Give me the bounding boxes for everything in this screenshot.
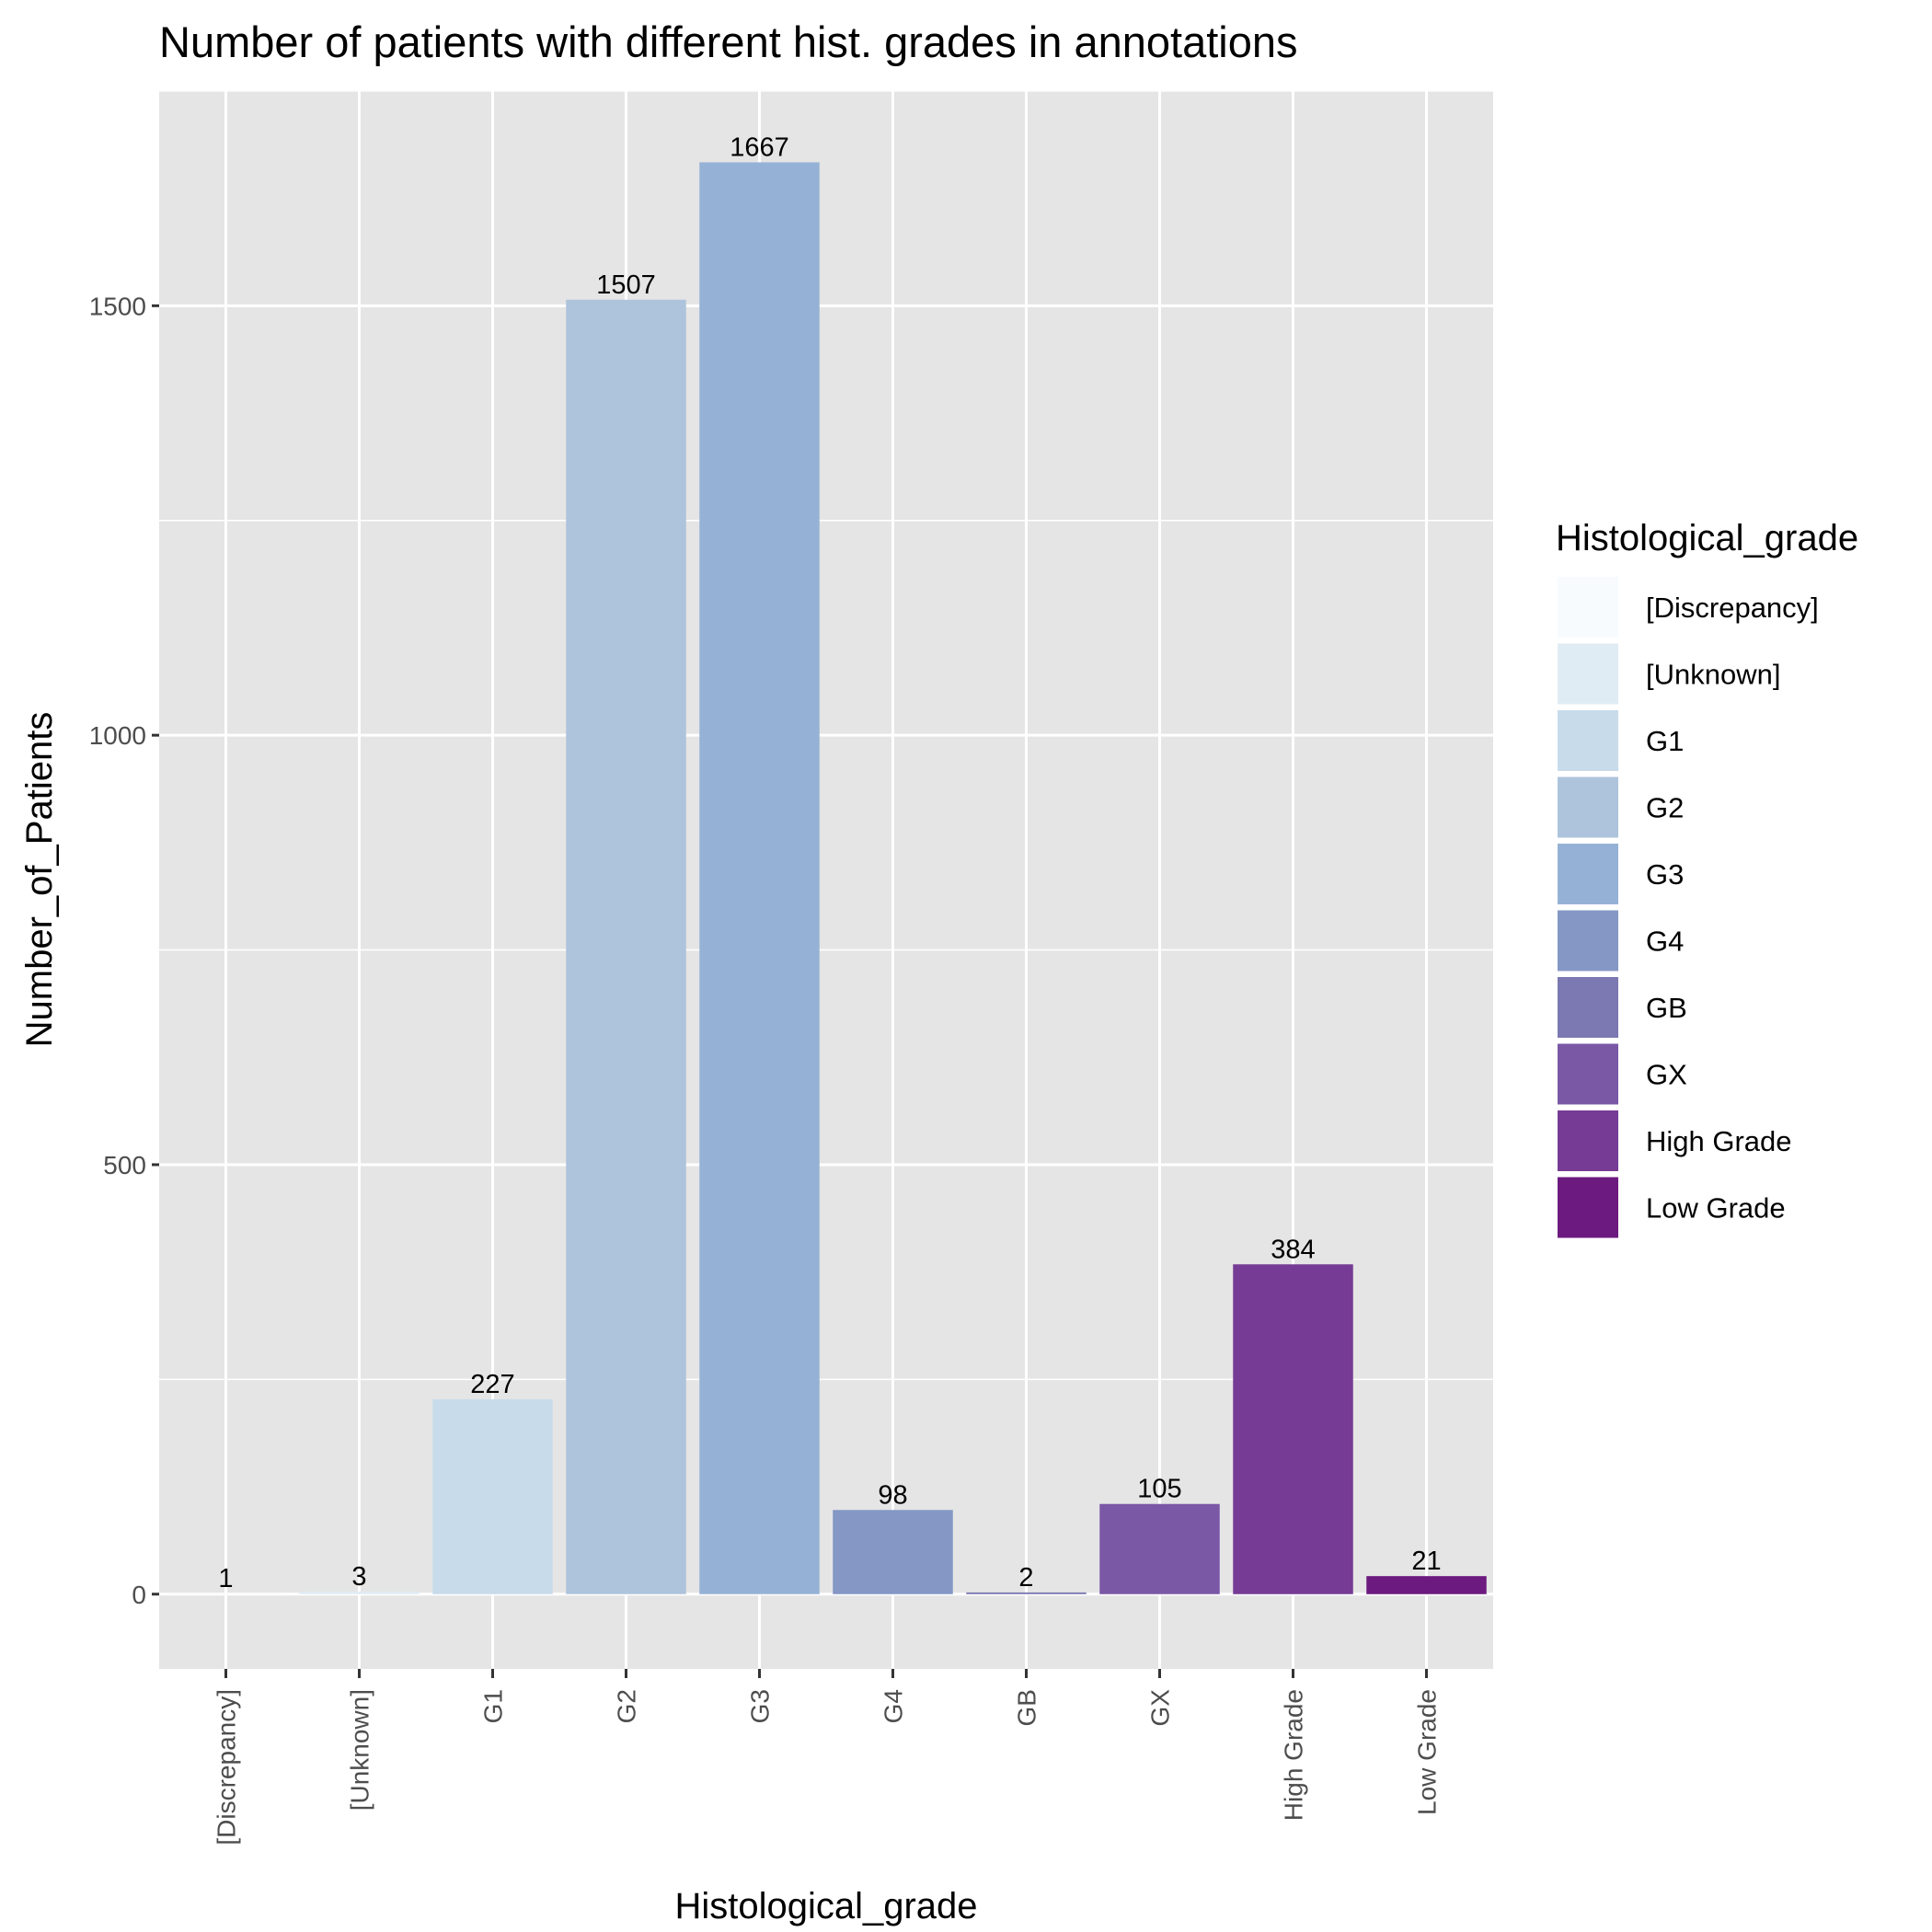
legend-swatch	[1558, 577, 1618, 638]
data-label: 2	[1018, 1563, 1033, 1593]
bar	[299, 1591, 420, 1594]
x-tick-label: G3	[746, 1689, 775, 1723]
bar	[966, 1592, 1087, 1594]
x-tick-label: GB	[1013, 1689, 1041, 1726]
legend-label: G4	[1646, 926, 1684, 958]
legend-swatch	[1558, 710, 1618, 771]
y-tick-label: 1500	[89, 292, 146, 320]
legend: Histological_grade [Discrepancy] [Unknown…	[1555, 518, 1858, 1241]
y-tick-label: 1000	[89, 721, 146, 750]
bar	[1366, 1576, 1487, 1594]
bar	[1099, 1503, 1220, 1594]
data-label: 21	[1411, 1547, 1441, 1576]
bar	[833, 1510, 953, 1594]
legend-label: GX	[1646, 1059, 1687, 1091]
legend-label: G2	[1646, 792, 1684, 824]
y-tick-label: 500	[103, 1151, 146, 1179]
x-tick-label: [Discrepancy]	[213, 1689, 241, 1846]
legend-swatch	[1558, 1177, 1618, 1238]
data-label: 3	[351, 1562, 366, 1592]
legend-label: [Discrepancy]	[1646, 592, 1819, 624]
x-tick-label: GX	[1146, 1689, 1175, 1727]
data-label: 105	[1137, 1475, 1181, 1504]
legend-label: High Grade	[1646, 1125, 1792, 1157]
x-tick-label: G2	[613, 1689, 641, 1723]
legend-label: G3	[1646, 858, 1684, 891]
data-label: 98	[878, 1480, 907, 1510]
data-label: 1507	[596, 270, 656, 300]
x-tick-label: G4	[880, 1689, 908, 1723]
x-tick-label: High Grade	[1280, 1689, 1308, 1821]
legend-swatch	[1558, 844, 1618, 904]
data-label: 1	[218, 1564, 233, 1593]
legend-label: [Unknown]	[1646, 659, 1780, 691]
bar	[699, 162, 820, 1594]
bar	[1233, 1264, 1353, 1594]
data-labels: 1 3 227 1507 1667 98 2 105 384 21	[218, 132, 1441, 1593]
data-label: 384	[1271, 1235, 1315, 1264]
y-axis-title: Number_of_Patients	[19, 712, 60, 1048]
legend-label: Low Grade	[1646, 1192, 1786, 1225]
legend-label: GB	[1646, 992, 1687, 1024]
legend-swatch	[1558, 776, 1618, 838]
bar-series	[166, 162, 1487, 1594]
x-axis-title: Histological_grade	[674, 1886, 977, 1926]
x-tick-label: G1	[479, 1689, 508, 1723]
legend-swatch	[1558, 977, 1618, 1038]
x-tick-label: [Unknown]	[346, 1689, 374, 1811]
y-tick-label: 0	[132, 1581, 146, 1609]
legend-swatch	[1558, 643, 1618, 705]
legend-items: [Discrepancy] [Unknown] G1 G2 G3 G4 GB GX High G…	[1555, 574, 1819, 1241]
bar	[166, 1593, 286, 1594]
legend-swatch	[1558, 910, 1618, 972]
legend-swatch	[1558, 1110, 1618, 1171]
y-axis: 0 500 1000 1500	[89, 292, 159, 1609]
legend-label: G1	[1646, 725, 1684, 757]
data-label: 1667	[730, 132, 789, 162]
x-tick-label: Low Grade	[1413, 1689, 1442, 1815]
bar	[566, 299, 686, 1594]
bar	[432, 1398, 553, 1594]
legend-title: Histological_grade	[1556, 518, 1858, 558]
x-axis: [Discrepancy] [Unknown] G1 G2 G3 G4 GB GX High G…	[213, 1669, 1442, 1846]
legend-swatch	[1558, 1043, 1618, 1105]
chart-title: Number of patients with different hist. …	[159, 17, 1298, 66]
data-label: 227	[470, 1370, 514, 1399]
